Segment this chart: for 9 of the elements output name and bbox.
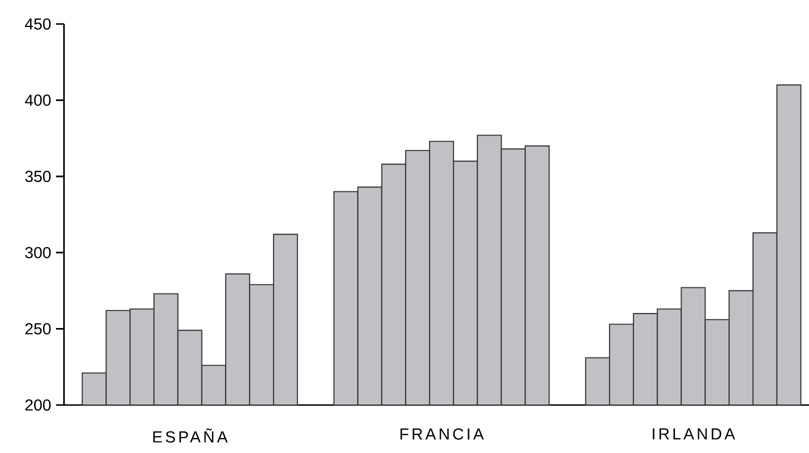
y-tick-label: 400 — [24, 94, 51, 106]
y-tick-label: 250 — [25, 323, 51, 334]
y-tick-label: 300 — [25, 246, 51, 258]
y-tick-label: 350 — [25, 170, 51, 182]
x-tick-label: ESPAÑA — [153, 428, 228, 443]
x-tick-label: IRLANDA — [652, 428, 736, 440]
x-tick-label: FRANCIA — [400, 428, 484, 440]
y-tick-label: 200 — [25, 399, 51, 411]
y-tick-label: 450 — [24, 18, 51, 30]
